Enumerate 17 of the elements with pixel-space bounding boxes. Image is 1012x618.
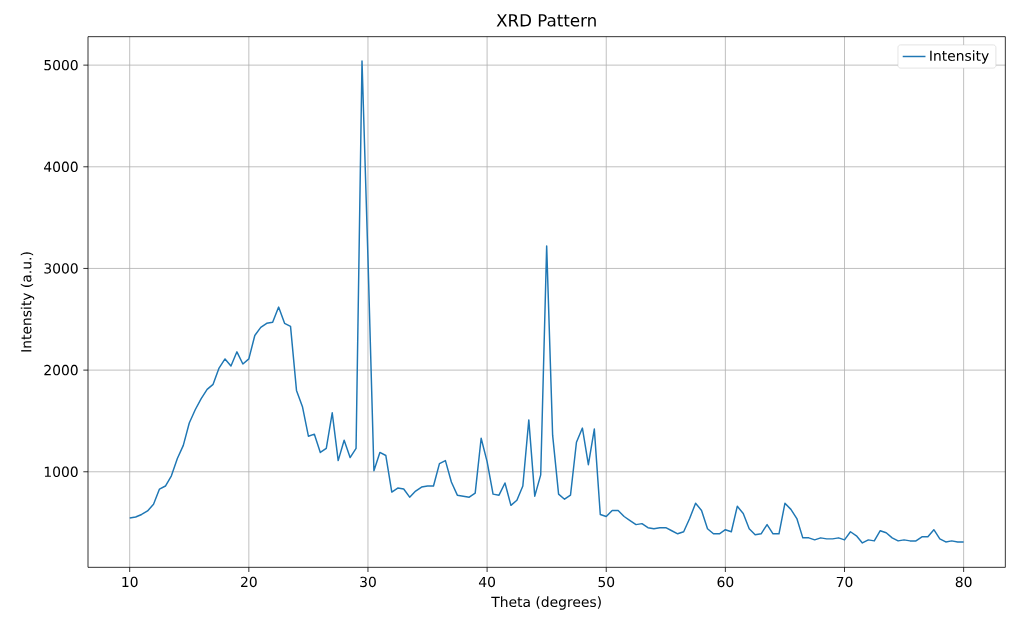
y-tick-label: 1000	[44, 466, 78, 478]
x-axis-title: Theta (degrees)	[491, 596, 601, 610]
y-axis-title: Intensity (a.u.)	[20, 252, 35, 352]
x-tick-label: 70	[836, 576, 853, 588]
y-tick-label: 3000	[44, 263, 78, 274]
x-tick-label: 60	[717, 576, 734, 588]
x-tick-label: 30	[360, 576, 376, 588]
y-tick-label: 4000	[44, 161, 78, 173]
y-tick-label: 2000	[44, 364, 78, 376]
x-tick-label: 40	[478, 576, 495, 588]
legend-label: Intensity	[930, 50, 989, 64]
x-tick-label: 20	[241, 576, 257, 588]
x-tick-label: 50	[598, 576, 615, 588]
x-tick-label: 10	[122, 576, 138, 588]
chart-title: XRD Pattern	[496, 14, 596, 27]
x-tick-label: 80	[955, 576, 972, 588]
y-tick-label: 5000	[44, 59, 78, 71]
